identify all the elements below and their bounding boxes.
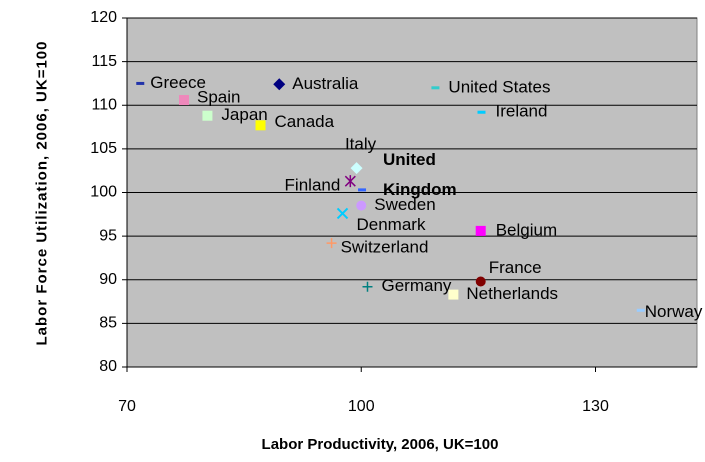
point-label: Finland [285,176,341,195]
y-tick-label: 95 [99,227,117,244]
point-label: Netherlands [466,284,558,303]
point [431,86,440,90]
point-label: Spain [197,87,240,106]
point [202,110,213,121]
point-label: Belgium [496,220,557,239]
point [336,207,349,220]
point-label: United States [448,77,550,96]
point-label: Denmark [357,215,426,234]
point [179,95,189,106]
point-label: Sweden [374,195,435,214]
point [350,162,363,175]
point-label: Germany [381,276,451,295]
point-label: Japan [221,105,267,124]
point [636,308,645,312]
point [273,78,286,91]
point-label: Norway [645,302,703,321]
point-label: Italy [345,135,377,154]
point [326,238,337,249]
point-label: Canada [275,112,335,131]
point-label: France [489,258,542,277]
point-label: United Kingdom [383,150,457,199]
y-tick-label: 100 [90,184,117,201]
y-tick-label: 120 [90,9,117,26]
point [475,225,486,236]
y-tick-label: 80 [99,358,117,375]
y-tick-label: 105 [90,140,117,157]
point-label: Ireland [495,102,547,121]
point-label: Switzerland [341,238,429,257]
point-label: Greece [150,73,206,92]
y-tick-label: 115 [91,53,117,70]
x-tick-label: 130 [582,398,609,415]
point [344,175,356,188]
point [255,120,266,131]
y-tick-label: 85 [99,315,117,332]
point [358,188,367,192]
x-tick-label: 70 [118,398,136,415]
x-axis-title: Labor Productivity, 2006, UK=100 [261,436,499,453]
y-tick-label: 90 [99,271,117,288]
point [475,276,486,287]
point [356,200,367,211]
point-label: Australia [292,74,359,93]
point [136,81,145,85]
point [448,289,459,300]
y-axis-title: Labor Force Utilization, 2006, UK=100 [33,40,51,346]
y-tick-label: 110 [91,96,117,113]
x-tick-label: 100 [348,398,375,415]
point [477,110,486,114]
point [362,281,373,292]
